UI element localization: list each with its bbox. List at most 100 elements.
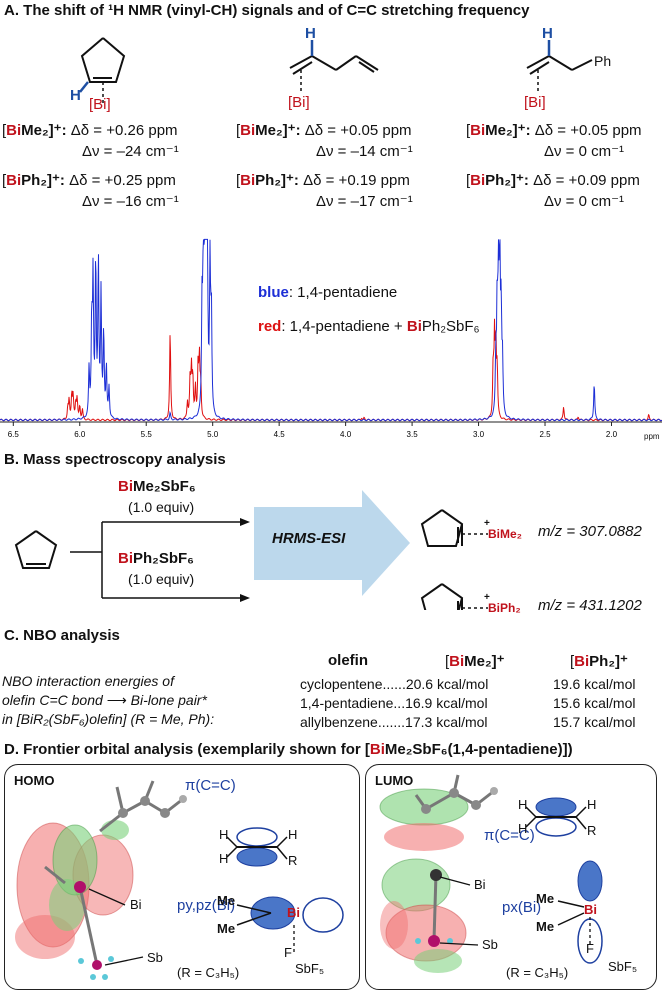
reagent-2-equiv: (1.0 equiv) — [128, 571, 195, 587]
nbo-row-ph: 19.6 kcal/mol — [553, 676, 636, 692]
homo-title: HOMO — [14, 773, 55, 788]
lumo-f: F — [586, 941, 594, 956]
cyclopentene-reactant — [14, 530, 58, 569]
reagent-2: BiPh₂SbF₆ — [118, 550, 194, 567]
lumo-bi-tag: Bi — [474, 877, 486, 892]
lumo-panel: LUMO π(C=C) px(Bi) Bi — [365, 764, 657, 990]
shift-row: [BiMe₂]⁺: Δδ = +0.05 ppm — [466, 122, 642, 139]
bi-label-2: [Bi] — [288, 94, 310, 111]
homo-p-label: py,pz(Bi) — [177, 897, 236, 914]
lumo-r: R — [587, 823, 597, 838]
structures-a: H H H Ph — [70, 25, 611, 104]
hrms-arrow — [254, 490, 410, 596]
nbo-description: NBO interaction energies of olefin C=C b… — [2, 673, 215, 727]
shift-row: [BiPh₂]⁺: Δδ = +0.19 ppm — [236, 172, 410, 189]
nmr-spectrum: 6.5 6.0 5.5 5.0 4.5 4.0 3.5 3.0 2.5 2.0 ppm — [0, 238, 662, 441]
x-tick-label: 6.5 — [8, 430, 20, 439]
shift-row: [BiPh₂]⁺: Δδ = +0.25 ppm — [2, 172, 176, 189]
homo-sbf5: SbF₅ — [295, 961, 325, 976]
cyclopentene-structure — [80, 37, 126, 83]
freq-row: Δν = –16 cm⁻¹ — [82, 193, 179, 210]
homo-orbital-render — [15, 780, 344, 980]
freq-row: Δν = –17 cm⁻¹ — [316, 193, 413, 210]
lumo-me1: Me — [536, 891, 555, 906]
reagent-1-equiv: (1.0 equiv) — [128, 499, 195, 515]
x-tick-label: 2.5 — [539, 430, 551, 439]
homo-pi-label: π(C=C) — [185, 777, 236, 794]
x-tick-label: 2.0 — [606, 430, 618, 439]
homo-bi-tag: Bi — [130, 897, 142, 912]
homo-me1: Me — [217, 893, 236, 908]
vinyl-h-bond — [79, 81, 89, 93]
x-tick-label: 5.0 — [207, 430, 219, 439]
shift-row: [BiMe₂]⁺: Δδ = +0.05 ppm — [236, 122, 412, 139]
product-1-label: BiMe₂ — [488, 527, 523, 541]
plus-1: + — [484, 518, 490, 529]
nbo-row: allylbenzene.......17.3 kcal/mol — [300, 714, 488, 730]
lumo-sbf5: SbF₅ — [608, 959, 638, 974]
product-cyclopentene-2 — [420, 583, 464, 610]
homo-me2: Me — [217, 921, 236, 936]
nbo-header-me: [BiMe₂]⁺ — [445, 653, 505, 670]
section-d-title: D. Frontier orbital analysis (exemplaril… — [4, 741, 573, 758]
shift-row: [BiPh₂]⁺: Δδ = +0.09 ppm — [466, 172, 640, 189]
x-tick-label: 6.0 — [74, 430, 86, 439]
x-tick-label: 4.5 — [274, 430, 286, 439]
freq-row: Δν = –14 cm⁻¹ — [316, 143, 413, 160]
product-1-mz: m/z = 307.0882 — [538, 523, 642, 540]
lumo-sb-tag: Sb — [482, 937, 498, 952]
section-c-title: C. NBO analysis — [4, 627, 120, 644]
x-axis-label: ppm — [644, 432, 660, 441]
x-tick-label: 4.0 — [340, 430, 352, 439]
method-label: HRMS-ESI — [272, 530, 346, 547]
homo-h3: H — [288, 827, 298, 842]
nbo-header-ph: [BiPh₂]⁺ — [570, 653, 628, 670]
vinyl-h-2: H — [305, 25, 316, 42]
x-tick-label: 5.5 — [141, 430, 153, 439]
homo-r: R — [288, 853, 298, 868]
bi-label-3: [Bi] — [524, 94, 546, 111]
legend-blue: blue: 1,4-pentadiene — [258, 284, 398, 301]
lumo-r-note: (R = C₃H₅) — [506, 965, 569, 980]
lumo-h1: H — [518, 797, 528, 812]
homo-bi: Bi — [287, 905, 300, 920]
freq-row: Δν = –24 cm⁻¹ — [82, 143, 179, 160]
reagent-1: BiMe₂SbF₆ — [118, 478, 196, 495]
section-a-title: A. The shift of ¹H NMR (vinyl-CH) signal… — [4, 2, 530, 19]
lumo-bi: Bi — [584, 902, 597, 917]
lumo-p-label: px(Bi) — [502, 899, 542, 916]
lumo-title: LUMO — [375, 773, 414, 788]
lumo-pi-label: π(C=C) — [484, 827, 535, 844]
vinyl-h-3: H — [542, 25, 553, 42]
scheme-b — [14, 490, 488, 610]
shift-row: [BiMe₂]⁺: Δδ = +0.26 ppm — [2, 122, 178, 139]
freq-row: Δν = 0 cm⁻¹ — [544, 193, 625, 210]
ph-label: Ph — [594, 53, 611, 69]
x-tick-label: 3.5 — [407, 430, 419, 439]
homo-panel: HOMO — [4, 764, 360, 990]
homo-h1: H — [219, 827, 229, 842]
nbo-header-olefin: olefin — [328, 652, 368, 669]
lumo-me2: Me — [536, 919, 555, 934]
lumo-h3: H — [587, 797, 597, 812]
nbo-row-ph: 15.7 kcal/mol — [553, 714, 636, 730]
plus-2: + — [484, 592, 490, 603]
nbo-row: cyclopentene......20.6 kcal/mol — [300, 676, 489, 692]
bi-label-1: [Bi] — [89, 96, 111, 113]
product-2-mz: m/z = 431.1202 — [538, 597, 642, 614]
lumo-h2: H — [518, 821, 528, 836]
x-tick-label: 3.0 — [473, 430, 485, 439]
homo-f: F — [284, 945, 292, 960]
vinyl-h-1: H — [70, 87, 81, 104]
product-2-label: BiPh₂ — [488, 601, 521, 615]
homo-h2: H — [219, 851, 229, 866]
homo-sb-tag: Sb — [147, 950, 163, 965]
homo-r-note: (R = C₃H₅) — [177, 965, 240, 980]
section-b-title: B. Mass spectroscopy analysis — [4, 451, 226, 468]
allylbenzene-structure — [526, 55, 593, 75]
freq-row: Δν = 0 cm⁻¹ — [544, 143, 625, 160]
spectrum-blue — [0, 238, 662, 422]
product-cyclopentene-1 — [420, 509, 464, 547]
pentadiene-structure — [289, 55, 379, 75]
lumo-orbital-render — [379, 774, 603, 973]
